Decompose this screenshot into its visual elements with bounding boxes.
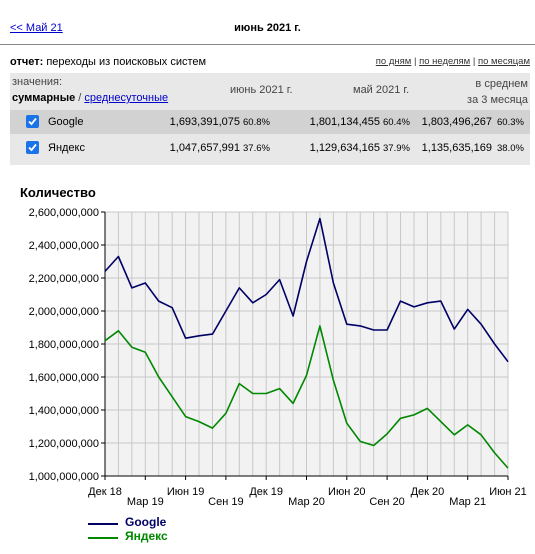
legend-label-google: Google <box>125 515 167 529</box>
value-previous: 1,129,634,165 <box>309 142 380 154</box>
report-label: отчет: <box>10 56 44 68</box>
series-line-yandex <box>104 325 509 469</box>
percent-current: 60.8% <box>243 117 270 128</box>
row-name: Google <box>48 116 84 128</box>
legend-swatch-google <box>88 523 118 525</box>
mode-separator: / <box>75 92 85 104</box>
y-tick-label: 2,200,000,000 <box>29 273 99 285</box>
view-by-month-link[interactable]: по месяцам <box>477 56 530 67</box>
percent-previous: 37.9% <box>383 143 410 154</box>
x-tick-label: Дек 20 <box>411 486 445 498</box>
x-tick-label: Мар 21 <box>449 496 486 508</box>
column-header-previous: май 2021 г. <box>353 84 410 96</box>
header-divider <box>0 44 535 45</box>
report-name: переходы из поисковых систем <box>46 56 207 68</box>
y-tick-label: 2,600,000,000 <box>29 207 99 219</box>
google-checkbox[interactable] <box>26 115 39 128</box>
x-tick-label: Сен 19 <box>208 496 243 508</box>
legend-swatch-yandex <box>88 537 118 539</box>
top-bar: << Май 21 июнь 2021 г. <box>0 0 535 44</box>
y-tick-label: 1,000,000,000 <box>29 471 99 483</box>
prev-month-link[interactable]: << Май 21 <box>10 22 63 34</box>
values-label: значения: <box>12 76 63 88</box>
y-tick-label: 2,000,000,000 <box>29 306 99 318</box>
x-tick-label: Мар 19 <box>127 496 164 508</box>
column-header-current: июнь 2021 г. <box>230 84 293 96</box>
summary-table: значения: суммарные / среднесуточные июн… <box>10 73 530 165</box>
y-tick-label: 1,400,000,000 <box>29 405 99 417</box>
mode-daily-link[interactable]: среднесуточные <box>84 92 169 104</box>
table-row: Яндекс 1,047,657,991 37.6% 1,129,634,165… <box>10 136 530 160</box>
value-average: 1,803,496,267 <box>421 116 492 128</box>
x-tick-label: Мар 20 <box>288 496 325 508</box>
row-name: Яндекс <box>48 142 85 154</box>
x-tick-label: Июн 19 <box>167 486 205 498</box>
table-row: Google 1,693,391,075 60.8% 1,801,134,455… <box>10 110 530 134</box>
x-tick-label: Дек 19 <box>249 486 283 498</box>
percent-average: 60.3% <box>497 117 524 128</box>
x-tick-label: Сен 20 <box>369 496 404 508</box>
mode-switcher: суммарные / среднесуточные <box>12 92 168 104</box>
x-tick-label: Июн 21 <box>489 486 527 498</box>
legend-label-yandex: Яндекс <box>125 529 168 543</box>
column-header-average-line2: за 3 месяца <box>467 94 528 106</box>
percent-average: 38.0% <box>497 143 524 154</box>
view-by-day-link[interactable]: по дням <box>375 56 412 67</box>
x-tick-label: Июн 20 <box>328 486 366 498</box>
column-header-average: в среднем за 3 месяца <box>467 76 528 108</box>
mode-total: суммарные <box>12 92 76 104</box>
chart-title: Количество <box>20 185 96 200</box>
value-current: 1,047,657,991 <box>169 142 240 154</box>
report-row: отчет: переходы из поисковых систем по д… <box>10 56 530 68</box>
value-previous: 1,801,134,455 <box>309 116 380 128</box>
view-by-week-link[interactable]: по неделям <box>419 56 471 67</box>
y-tick-label: 1,800,000,000 <box>29 339 99 351</box>
yandex-checkbox[interactable] <box>26 141 39 154</box>
y-tick-label: 2,400,000,000 <box>29 240 99 252</box>
period-title: июнь 2021 г. <box>234 22 301 34</box>
table-header: значения: суммарные / среднесуточные июн… <box>10 73 530 109</box>
view-switcher: по дням | по неделям | по месяцам <box>375 56 530 67</box>
percent-current: 37.6% <box>243 143 270 154</box>
column-header-average-line1: в среднем <box>475 78 528 90</box>
value-average: 1,135,635,169 <box>421 142 492 154</box>
value-current: 1,693,391,075 <box>169 116 240 128</box>
percent-previous: 60.4% <box>383 117 410 128</box>
y-tick-label: 1,600,000,000 <box>29 372 99 384</box>
x-tick-label: Дек 18 <box>88 486 122 498</box>
checkmark-icon <box>28 117 37 126</box>
series-line-google <box>104 217 509 363</box>
checkmark-icon <box>28 143 37 152</box>
y-tick-label: 1,200,000,000 <box>29 438 99 450</box>
